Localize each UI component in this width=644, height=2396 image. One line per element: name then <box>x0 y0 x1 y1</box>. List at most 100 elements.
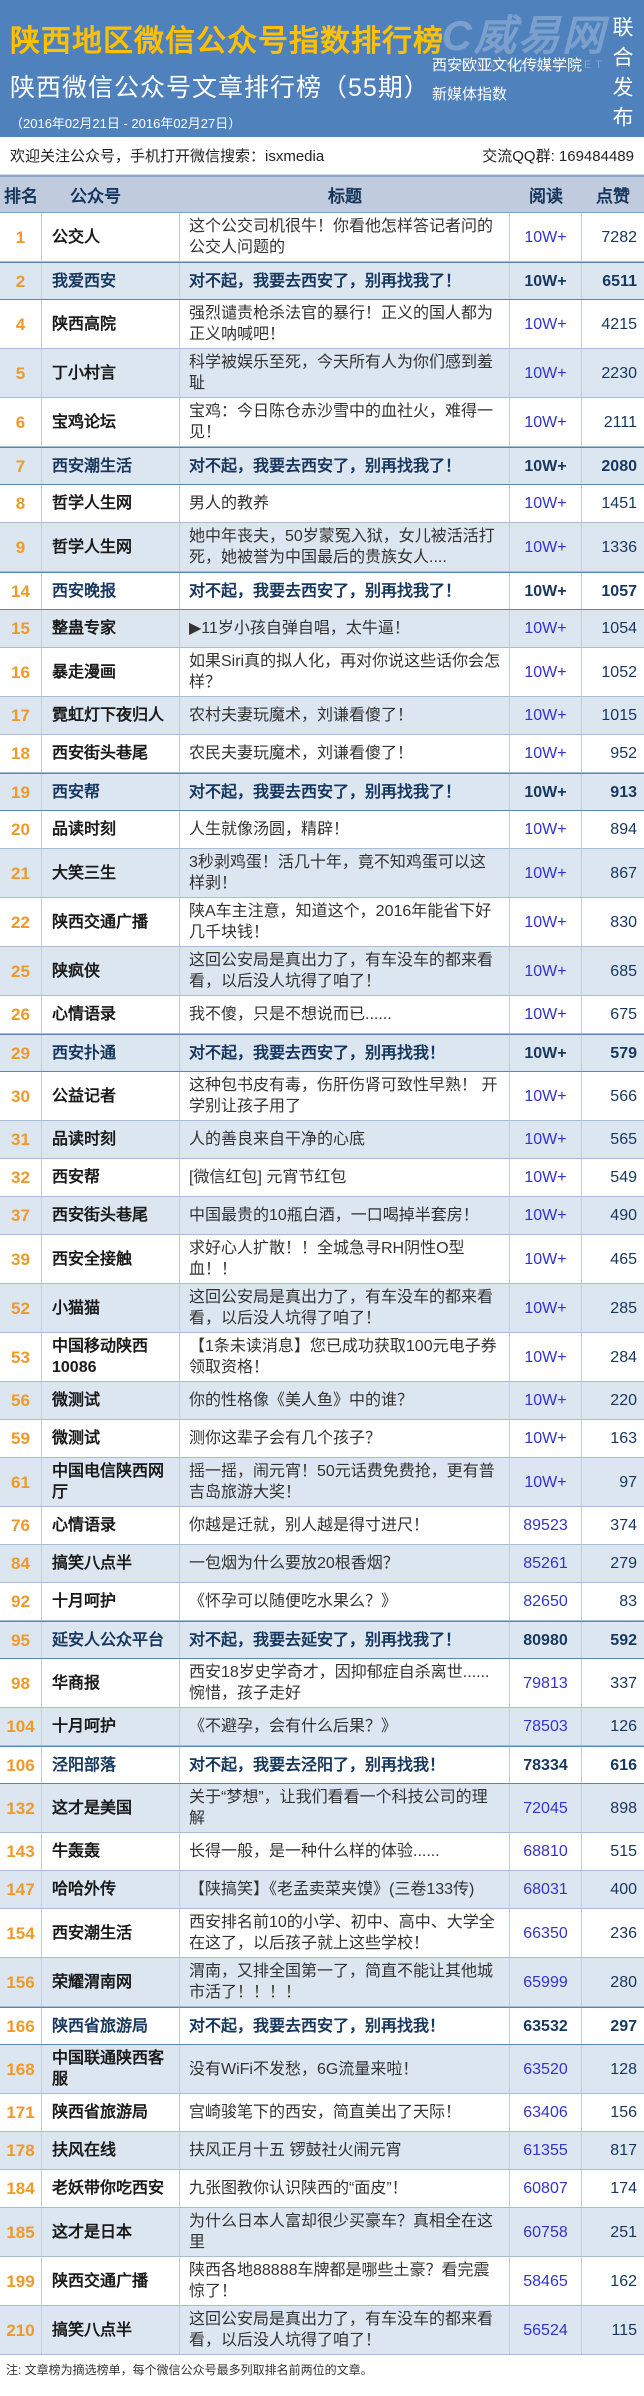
reads-cell: 63520 <box>510 2045 582 2093</box>
account-cell: 西安潮生活 <box>42 1909 180 1957</box>
reads-cell: 10W+ <box>510 398 582 446</box>
reads-cell: 10W+ <box>510 1197 582 1234</box>
account-cell: 品读时刻 <box>42 811 180 848</box>
reads-cell: 68810 <box>510 1833 582 1870</box>
likes-cell: 285 <box>610 1299 637 1317</box>
table-row: 104 十月呵护 《不避孕，会有什么后果？》 78503 126 <box>0 1708 644 1746</box>
rank-cell: 15 <box>0 610 42 647</box>
likes-cell: 1015 <box>601 707 637 724</box>
account-cell: 陕西省旅游局 <box>42 2094 180 2131</box>
reads-cell: 10W+ <box>510 996 582 1033</box>
likes-cell: 337 <box>610 1674 637 1692</box>
title-cell: 对不起，我要去西安了，别再找我！ <box>180 1035 510 1071</box>
reads-cell: 10W+ <box>510 610 582 647</box>
account-cell: 大笑三生 <box>42 849 180 897</box>
account-cell: 这才是日本 <box>42 2208 180 2256</box>
title-cell: 九张图教你认识陕西的“面皮”！ <box>180 2170 510 2207</box>
likes-cell: 236 <box>610 1924 637 1942</box>
table-row: 2 我爱西安 对不起，我要去西安了，别再找我了！ 10W+ 6511 <box>0 262 644 300</box>
rank-cell: 147 <box>0 1871 42 1908</box>
title-cell: 宫崎骏笔下的西安，简直美出了天际！ <box>180 2094 510 2131</box>
account-cell: 西安潮生活 <box>42 448 180 484</box>
table-row: 154 西安潮生活 西安排名前10的小学、初中、高中、大学全在这了，以后孩子就上这些… <box>0 1909 644 1958</box>
likes-cell: 1054 <box>601 620 637 637</box>
reads-cell: 10W+ <box>510 213 582 261</box>
rank-cell: 184 <box>0 2170 42 2207</box>
rank-cell: 84 <box>0 1545 42 1582</box>
account-cell: 扶风在线 <box>42 2132 180 2169</box>
reads-cell: 79813 <box>510 1659 582 1707</box>
title-cell: 这种包书皮有毒，伤肝伤肾可致性早熟！ 开学别让孩子用了 <box>180 1072 510 1120</box>
rank-cell: 98 <box>0 1659 42 1707</box>
reads-cell: 80980 <box>510 1622 582 1658</box>
account-cell: 陕西交通广播 <box>42 2257 180 2305</box>
title-cell: 农民夫妻玩魔术，刘谦看傻了！ <box>180 735 510 772</box>
publisher-org-line1: 西安欧亚文化传媒学院 <box>432 57 583 74</box>
account-cell: 西安帮 <box>42 774 180 810</box>
rank-cell: 7 <box>0 448 42 484</box>
account-cell: 延安人公众平台 <box>42 1622 180 1658</box>
publisher-org-line2: 新媒体指数 <box>432 85 508 103</box>
reads-cell: 10W+ <box>510 300 582 348</box>
table-row: 39 西安全接触 求好心人扩散！！全城急寻RH阴性O型血！！ 10W+ 465 <box>0 1235 644 1284</box>
likes-cell: 817 <box>610 2142 637 2159</box>
rank-cell: 171 <box>0 2094 42 2131</box>
likes-cell: 2080 <box>601 457 637 475</box>
reads-cell: 10W+ <box>510 811 582 848</box>
table-row: 5 丁小村言 科学被娱乐至死，今天所有人为你们感到羞耻 10W+ 2230 <box>0 349 644 398</box>
wechat-search-hint: 欢迎关注公众号，手机打开微信搜索：isxmedia <box>10 148 325 165</box>
reads-cell: 10W+ <box>510 1420 582 1457</box>
reads-cell: 89523 <box>510 1507 582 1544</box>
table-row: 92 十月呵护 《怀孕可以随便吃水果么？》 82650 83 <box>0 1583 644 1621</box>
rank-cell: 32 <box>0 1159 42 1196</box>
rank-cell: 14 <box>0 573 42 609</box>
rank-cell: 17 <box>0 697 42 734</box>
account-cell: 荣耀渭南网 <box>42 1958 180 2006</box>
title-cell: 这回公安局是真出力了，有车没车的都来看看，以后没人坑得了咱了！ <box>180 947 510 995</box>
table-row: 31 品读时刻 人的善良来自干净的心底 10W+ 565 <box>0 1121 644 1159</box>
col-title: 标题 <box>328 187 362 206</box>
rank-cell: 26 <box>0 996 42 1033</box>
title-cell: 测你这辈子会有几个孩子？ <box>180 1420 510 1457</box>
likes-cell: 894 <box>610 821 637 838</box>
page-header: C威易网 WWW.WESTE.NET 陕西地区微信公众号指数排行榜 陕西微信公众… <box>0 0 644 137</box>
reads-cell: 10W+ <box>510 1159 582 1196</box>
rank-cell: 37 <box>0 1197 42 1234</box>
rank-cell: 185 <box>0 2208 42 2256</box>
rank-cell: 166 <box>0 2008 42 2044</box>
table-row: 168 中国联通陕西客服 没有WiFi不发愁，6G流量来啦！ 63520 128 <box>0 2045 644 2094</box>
reads-cell: 10W+ <box>510 485 582 522</box>
likes-cell: 174 <box>610 2180 637 2197</box>
likes-cell: 1052 <box>601 663 637 681</box>
account-cell: 老妖带你吃西安 <box>42 2170 180 2207</box>
likes-cell: 675 <box>610 1006 637 1023</box>
likes-cell: 952 <box>610 745 637 762</box>
account-cell: 微测试 <box>42 1420 180 1457</box>
account-cell: 十月呵护 <box>42 1583 180 1620</box>
account-cell: 搞笑八点半 <box>42 2306 180 2354</box>
rank-cell: 154 <box>0 1909 42 1957</box>
title-cell: 对不起，我要去西安了，别再找我了！ <box>180 448 510 484</box>
likes-cell: 220 <box>610 1392 637 1409</box>
table-row: 210 搞笑八点半 这回公安局是真出力了，有车没车的都来看看，以后没人坑得了咱了！ 5… <box>0 2306 644 2355</box>
title-cell: 关于“梦想”，让我们看看一个科技公司的理解 <box>180 1784 510 1832</box>
title-cell: [微信红包] 元宵节红包 <box>180 1159 510 1196</box>
account-cell: 哈哈外传 <box>42 1871 180 1908</box>
table-row: 171 陕西省旅游局 宫崎骏笔下的西安，简直美出了天际！ 63406 156 <box>0 2094 644 2132</box>
title-cell: 对不起，我要去泾阳了，别再找我！ <box>180 1747 510 1783</box>
date-range: （2016年02月21日 - 2016年02月27日） <box>10 116 242 131</box>
account-cell: 十月呵护 <box>42 1708 180 1745</box>
title-cell: 没有WiFi不发愁，6G流量来啦！ <box>180 2045 510 2093</box>
title-cell: 男人的教养 <box>180 485 510 522</box>
reads-cell: 10W+ <box>510 947 582 995</box>
title-cell: 宝鸡：今日陈仓赤沙雪中的血社火，难得一见！ <box>180 398 510 446</box>
title-cell: 你的性格像《美人鱼》中的谁？ <box>180 1382 510 1419</box>
table-row: 17 霓虹灯下夜归人 农村夫妻玩魔术，刘谦看傻了！ 10W+ 1015 <box>0 697 644 735</box>
table-row: 9 哲学人生网 她中年丧夫，50岁蒙冤入狱，女儿被活活打死，她被誉为中国最后的贵族女… <box>0 523 644 572</box>
title-cell: 对不起，我要去延安了，别再找我了！ <box>180 1622 510 1658</box>
table-body: 1 公交人 这个公交司机很牛！你看他怎样答记者问的公交人问题的 10W+ 7282 2 我爱… <box>0 213 644 2355</box>
reads-cell: 10W+ <box>510 1072 582 1120</box>
footer-note: 注: 文章榜为摘选榜单，每个微信公众号最多列取排名前两位的文章。 <box>0 2355 644 2386</box>
table-row: 84 搞笑八点半 一包烟为什么要放20根香烟？ 85261 279 <box>0 1545 644 1583</box>
title-cell: 西安排名前10的小学、初中、高中、大学全在这了，以后孩子就上这些学校！ <box>180 1909 510 1957</box>
